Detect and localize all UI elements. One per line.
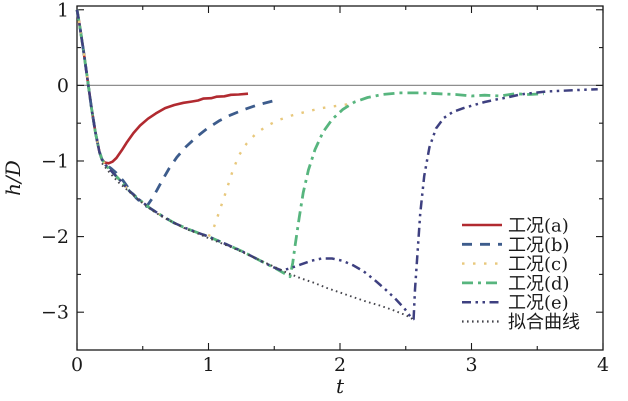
legend-label-c: 工况(c) bbox=[508, 254, 568, 275]
legend-label-e: 工况(e) bbox=[508, 293, 569, 314]
legend-label-d: 工况(d) bbox=[508, 273, 570, 294]
legend-label-a: 工况(a) bbox=[508, 216, 569, 237]
legend-entry-b: 工况(b) bbox=[462, 235, 570, 256]
y-tick-label: −3 bbox=[41, 302, 69, 324]
series-line-a bbox=[75, 9, 249, 165]
series-line-b bbox=[75, 9, 279, 208]
legend-entry-fit: 拟合曲线 bbox=[462, 312, 580, 333]
y-tick-label: −1 bbox=[41, 150, 69, 172]
y-tick-label: 1 bbox=[57, 0, 69, 21]
legend-label-fit: 拟合曲线 bbox=[508, 312, 580, 333]
x-tick-label: 4 bbox=[597, 354, 609, 376]
y-axis-label: h/D bbox=[1, 160, 25, 196]
y-tick-label: −2 bbox=[41, 226, 69, 248]
legend-entry-d: 工况(d) bbox=[462, 273, 570, 294]
y-tick-label: 0 bbox=[57, 75, 69, 97]
x-tick-label: 3 bbox=[465, 354, 477, 376]
legend-entry-e: 工况(e) bbox=[462, 293, 569, 314]
legend-label-b: 工况(b) bbox=[508, 235, 570, 256]
x-tick-label: 1 bbox=[202, 354, 214, 376]
legend-entry-a: 工况(a) bbox=[462, 216, 569, 237]
legend-entry-c: 工况(c) bbox=[462, 254, 568, 275]
tick-marks bbox=[76, 6, 604, 350]
series-lines bbox=[75, 9, 598, 322]
legend: 工况(a)工况(b)工况(c)工况(d)工况(e)拟合曲线 bbox=[462, 216, 580, 333]
series-line-fit bbox=[101, 162, 416, 322]
x-axis-label: t bbox=[336, 374, 345, 398]
tick-labels: 0 1 2 3 4 1 0 −1 −2 −3 bbox=[41, 0, 609, 376]
x-tick-label: 0 bbox=[71, 354, 83, 376]
series-line-d bbox=[75, 9, 544, 279]
x-tick-label: 2 bbox=[334, 354, 346, 376]
